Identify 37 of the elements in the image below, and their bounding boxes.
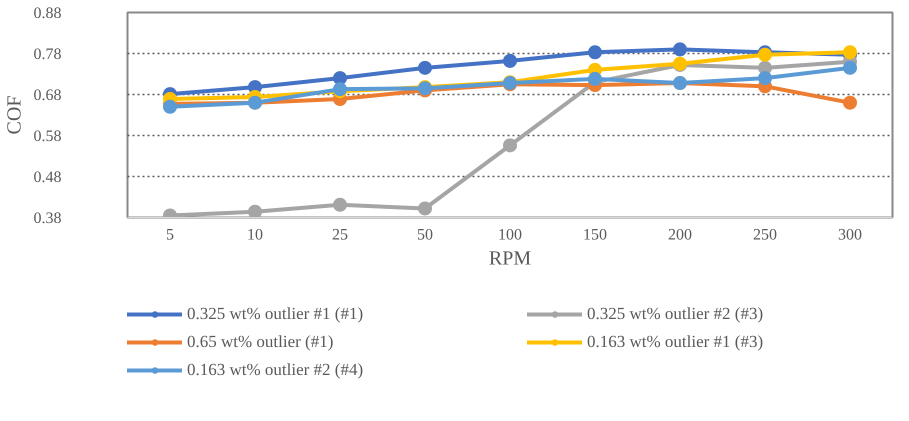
y-axis-title: COF [4, 96, 26, 134]
x-tick-label: 250 [753, 226, 777, 244]
legend-label: 0.163 wt% outlier #2 (#4) [187, 360, 364, 380]
point [163, 100, 177, 114]
y-tick-label: 0.38 [34, 210, 62, 227]
legend-label: 0.65 wt% outlier (#1) [187, 332, 334, 352]
x-axis-title: RPM [488, 248, 532, 270]
x-tick-label: 50 [417, 226, 433, 244]
y-tick-label: 0.78 [34, 46, 62, 63]
x-tick-label: 300 [838, 226, 862, 244]
point [503, 54, 517, 68]
legend-label: 0.163 wt% outlier #1 (#3) [587, 332, 764, 352]
y-tick-label: 0.58 [34, 128, 62, 145]
point [588, 72, 602, 86]
x-tick-label: 200 [668, 226, 692, 244]
point [418, 60, 432, 75]
point [843, 96, 857, 110]
point [758, 71, 772, 86]
point [673, 42, 687, 56]
point [248, 204, 262, 218]
x-tick-label: 150 [583, 226, 607, 244]
x-tick-label: 5 [166, 226, 174, 244]
point [333, 198, 347, 212]
x-tick-label: 10 [247, 226, 263, 244]
y-tick-label: 0.68 [34, 87, 62, 104]
y-tick-label: 0.88 [34, 5, 62, 22]
point [843, 45, 857, 60]
point [758, 48, 772, 62]
point [418, 201, 432, 216]
legend-label: 0.325 wt% outlier #2 (#3) [587, 304, 764, 324]
x-tick-label: 100 [498, 226, 522, 244]
point [843, 60, 857, 75]
legend-label: 0.325 wt% outlier #1 (#1) [187, 304, 364, 324]
x-tick-label: 25 [332, 226, 348, 244]
point [588, 45, 602, 60]
point [503, 138, 517, 152]
y-tick-label: 0.48 [34, 169, 62, 186]
